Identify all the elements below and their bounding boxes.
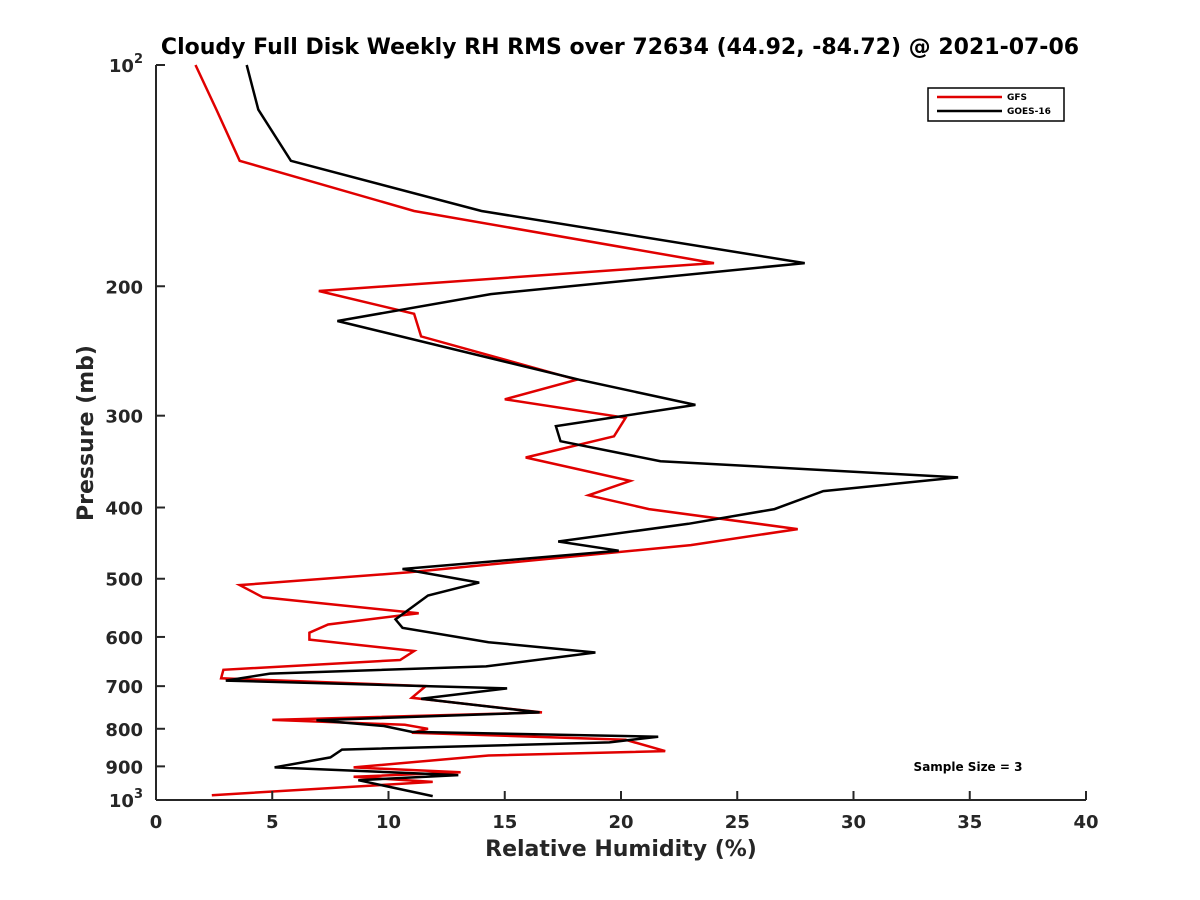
x-tick-label: 35	[957, 812, 982, 833]
y-tick-label: 200	[105, 277, 143, 298]
x-tick-label: 0	[150, 812, 163, 833]
legend-label-gfs: GFS	[1007, 93, 1027, 103]
y-tick-label: 500	[105, 570, 143, 591]
y-tick-label: 800	[105, 720, 143, 741]
y-ticks: 102 200 300 400 500 600 700 800 900 103	[105, 52, 165, 812]
y-tick-label: 400	[105, 499, 143, 520]
x-tick-label: 25	[725, 812, 750, 833]
y-axis-label: Pressure (mb)	[74, 345, 99, 521]
axes	[155, 65, 1086, 801]
y-tick-label: 103	[109, 787, 143, 812]
sample-size-annotation: Sample Size = 3	[914, 760, 1023, 774]
legend-box	[927, 87, 1065, 122]
chart-title: Cloudy Full Disk Weekly RH RMS over 7263…	[161, 35, 1079, 60]
y-tick-label: 600	[105, 628, 143, 649]
series-line-gfs	[194, 64, 798, 797]
x-tick-label: 5	[266, 812, 279, 833]
series-line-goes16	[225, 64, 959, 798]
x-tick-label: 20	[608, 812, 633, 833]
x-tick-label: 30	[841, 812, 866, 833]
x-tick-label: 15	[492, 812, 517, 833]
x-axis-label: Relative Humidity (%)	[485, 837, 757, 862]
x-tick-label: 40	[1073, 812, 1098, 833]
legend: GFS GOES-16	[927, 87, 1065, 122]
plot-lines	[194, 64, 959, 798]
y-tick-label: 700	[105, 677, 143, 698]
x-tick-label: 10	[376, 812, 401, 833]
y-tick-label: 102	[109, 52, 143, 77]
y-tick-label: 300	[105, 407, 143, 428]
x-ticks: 0 5 10 15 20 25 30 35 40	[150, 791, 1099, 833]
y-tick-label: 900	[105, 757, 143, 778]
legend-label-goes16: GOES-16	[1007, 107, 1051, 117]
